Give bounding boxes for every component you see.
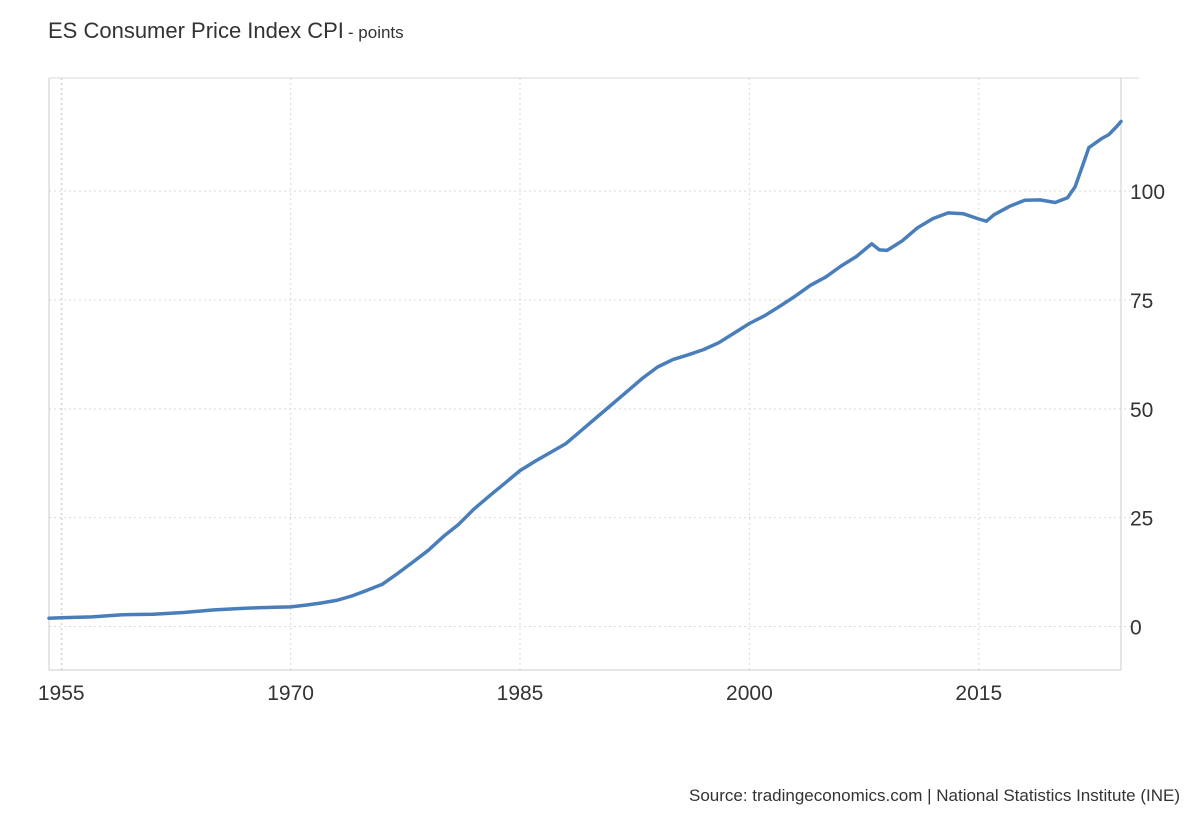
x-tick-label-1985: 1985 xyxy=(497,682,544,705)
y-tick-label-75: 75 xyxy=(1130,290,1153,313)
x-tick-label-2015: 2015 xyxy=(955,682,1002,705)
chart-title: ES Consumer Price Index CPI xyxy=(48,18,344,43)
y-tick-label-25: 25 xyxy=(1130,508,1153,531)
y-tick-label-0: 0 xyxy=(1130,616,1142,639)
y-tick-label-100: 100 xyxy=(1130,181,1165,204)
y-tick-label-50: 50 xyxy=(1130,399,1153,422)
x-tick-label-2000: 2000 xyxy=(726,682,773,705)
chart-unit: - points xyxy=(347,23,404,42)
chart-header: ES Consumer Price Index CPI - points xyxy=(48,18,404,44)
series-line-0 xyxy=(47,119,1123,620)
x-tick-label-1955: 1955 xyxy=(38,682,85,705)
x-tick-label-1970: 1970 xyxy=(267,682,314,705)
source-credit: Source: tradingeconomics.com | National … xyxy=(689,786,1180,805)
